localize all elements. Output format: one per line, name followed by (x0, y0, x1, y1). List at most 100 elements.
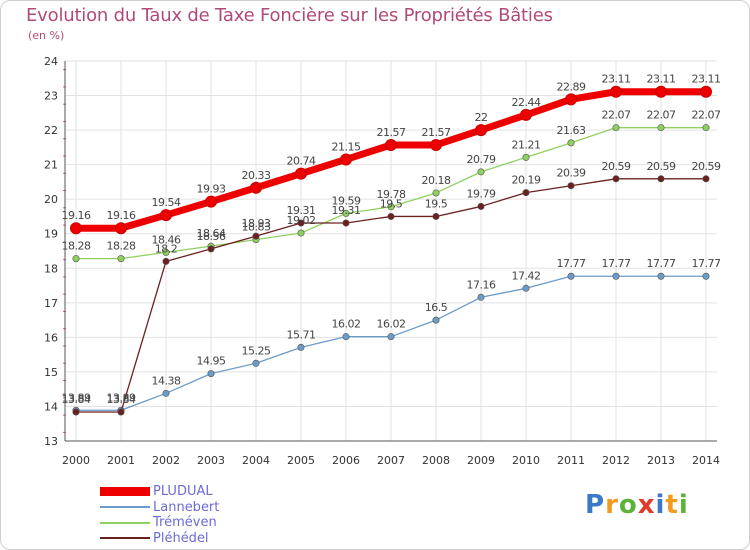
data-point (432, 212, 440, 220)
data-point (160, 209, 172, 222)
x-tick-label: 2008 (422, 454, 450, 467)
legend-swatch-plehedel (100, 537, 150, 540)
data-label: 17.77 (692, 257, 721, 270)
x-tick-label: 2009 (467, 454, 495, 467)
data-label: 20.79 (467, 153, 496, 166)
x-tick-label: 2013 (647, 454, 675, 467)
data-label: 22.89 (557, 80, 586, 93)
data-point (340, 153, 352, 166)
data-label: 17.77 (647, 257, 676, 270)
data-point (522, 189, 530, 197)
y-tick-label: 18 (44, 262, 58, 275)
data-point (702, 272, 710, 280)
data-label: 18.83 (242, 221, 271, 234)
data-point (115, 222, 127, 235)
data-label: 19.5 (380, 197, 403, 210)
data-label: 18.64 (197, 227, 226, 240)
data-point (72, 255, 80, 263)
data-point (387, 333, 395, 341)
y-tick-label: 21 (44, 159, 58, 172)
legend-item-lannebert[interactable]: Lannebert (100, 500, 219, 516)
data-label: 22.07 (647, 109, 676, 122)
data-label: 20.19 (512, 174, 541, 187)
legend-label-pludual: PLUDUAL (153, 484, 213, 500)
data-point (477, 202, 485, 210)
data-label: 17.77 (557, 257, 586, 270)
data-label: 16.5 (425, 301, 448, 314)
legend-swatch-pludual (100, 487, 150, 497)
x-tick-label: 2004 (242, 454, 270, 467)
data-label: 16.02 (332, 318, 361, 331)
data-point (385, 138, 397, 151)
data-point (610, 85, 622, 98)
data-point (700, 85, 712, 98)
data-label: 13.89 (62, 391, 91, 404)
data-point (612, 175, 620, 183)
data-label: 17.77 (602, 257, 631, 270)
data-point (477, 168, 485, 176)
data-label: 17.16 (467, 278, 496, 291)
data-label: 19.93 (197, 183, 226, 196)
data-point (117, 408, 125, 416)
data-label: 21.57 (377, 126, 406, 139)
data-label: 16.02 (377, 318, 406, 331)
data-point (565, 93, 577, 106)
logo-letter: i (678, 490, 689, 520)
data-point (655, 85, 667, 98)
data-point (522, 284, 530, 292)
data-point (297, 343, 305, 351)
data-point (475, 124, 487, 137)
x-tick-label: 2007 (377, 454, 405, 467)
x-tick-label: 2010 (512, 454, 540, 467)
data-point (295, 167, 307, 180)
data-label: 18.56 (197, 230, 226, 243)
data-label: 18.93 (242, 217, 271, 230)
data-point (477, 293, 485, 301)
x-tick-label: 2014 (692, 454, 720, 467)
data-point (387, 212, 395, 220)
legend-item-plehedel[interactable]: Pléhédel (100, 531, 219, 547)
data-label: 21.15 (332, 140, 361, 153)
proxiti-logo: Proxiti (585, 490, 689, 520)
logo-letter: r (605, 490, 619, 520)
data-label: 21.63 (557, 124, 586, 137)
data-point (205, 195, 217, 208)
data-point (567, 139, 575, 147)
data-label: 20.59 (602, 160, 631, 173)
data-point (657, 272, 665, 280)
legend-item-pludual[interactable]: PLUDUAL (100, 484, 219, 500)
x-tick-label: 2001 (107, 454, 135, 467)
data-point (612, 272, 620, 280)
data-point (702, 124, 710, 132)
x-tick-label: 2011 (557, 454, 585, 467)
data-point (432, 189, 440, 197)
chart-title: Evolution du Taux de Taxe Foncière sur l… (26, 5, 553, 26)
data-point (657, 175, 665, 183)
data-label: 20.59 (647, 160, 676, 173)
y-tick-label: 14 (44, 400, 58, 413)
data-point (162, 257, 170, 265)
y-axis-unit: (en %) (28, 29, 65, 42)
data-label: 19.16 (62, 209, 91, 222)
data-point (342, 219, 350, 227)
x-tick-label: 2000 (62, 454, 90, 467)
data-label: 23.11 (647, 73, 676, 86)
data-point (387, 203, 395, 211)
data-label: 15.71 (287, 328, 316, 341)
data-label: 13.84 (107, 393, 136, 406)
data-label: 21.21 (512, 138, 541, 151)
x-tick-label: 2006 (332, 454, 360, 467)
data-label: 22.07 (692, 109, 721, 122)
legend-label-lannebert: Lannebert (153, 499, 220, 515)
data-label: 20.18 (422, 174, 451, 187)
data-label: 23.11 (692, 73, 721, 86)
legend-label-plehedel: Pléhédel (153, 530, 209, 546)
data-point (430, 138, 442, 151)
data-label: 20.39 (557, 167, 586, 180)
y-tick-label: 23 (44, 90, 58, 103)
data-label: 18.28 (107, 240, 136, 253)
data-point (567, 272, 575, 280)
data-point (297, 229, 305, 237)
logo-letter: t (665, 490, 679, 520)
legend-item-tremeven[interactable]: Tréméven (100, 515, 219, 531)
